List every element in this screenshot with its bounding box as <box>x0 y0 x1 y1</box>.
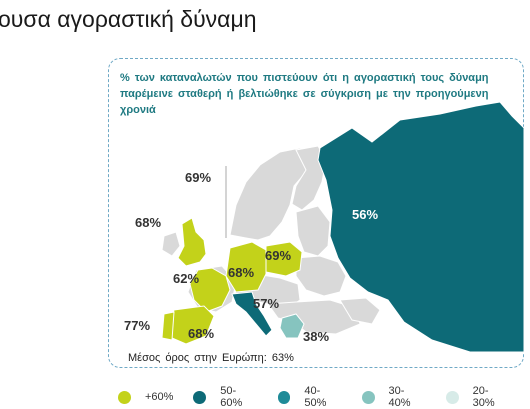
label-poland: 69% <box>265 248 291 263</box>
label-russia: 56% <box>352 207 378 222</box>
label-uk: 68% <box>135 215 161 230</box>
land-ireland <box>161 231 181 257</box>
label-spain: 77% <box>124 318 150 333</box>
region-germany <box>225 241 267 293</box>
legend-swatch <box>445 390 459 404</box>
legend-item: 30-40% <box>361 385 426 409</box>
label-germany: 68% <box>228 265 254 280</box>
legend-swatch <box>361 390 375 404</box>
legend-item: +60% <box>118 390 174 404</box>
label-portugal: 68% <box>188 326 214 341</box>
legend-label: 30-40% <box>388 385 411 409</box>
label-france: 62% <box>173 271 199 286</box>
label-italy: 57% <box>253 296 279 311</box>
land-ukraine <box>295 255 347 297</box>
region-russia <box>317 101 525 353</box>
region-france <box>189 267 231 313</box>
legend-label: +60% <box>145 391 174 403</box>
land-caucasus <box>339 297 381 325</box>
legend: +60% 50-60% 40-50% 30-40% 20-30% <box>118 385 530 409</box>
legend-item: 50-60% <box>193 385 257 409</box>
legend-item: 20-30% <box>445 385 510 409</box>
legend-label: 40-50% <box>304 385 327 409</box>
region-portugal <box>161 311 175 341</box>
legend-item: 40-50% <box>277 385 342 409</box>
label-greece: 38% <box>303 329 329 344</box>
land-baltic-belarus <box>295 205 331 257</box>
label-norway: 69% <box>185 170 211 185</box>
region-uk <box>177 217 207 267</box>
europe-average: Μέσος όρος στην Ευρώπη: 63% <box>128 352 294 364</box>
legend-label: 50-60% <box>220 385 243 409</box>
legend-swatch <box>118 390 131 404</box>
region-italy <box>231 291 273 337</box>
legend-label: 20-30% <box>472 385 495 409</box>
map-subtitle: % των καταναλωτών που πιστεύουν ότι η αγ… <box>120 72 489 116</box>
legend-swatch <box>277 390 291 404</box>
legend-swatch <box>193 390 207 404</box>
region-greece <box>279 313 305 339</box>
region-poland <box>265 241 303 277</box>
page-title: ουσα αγοραστική δύναμη <box>0 6 257 32</box>
